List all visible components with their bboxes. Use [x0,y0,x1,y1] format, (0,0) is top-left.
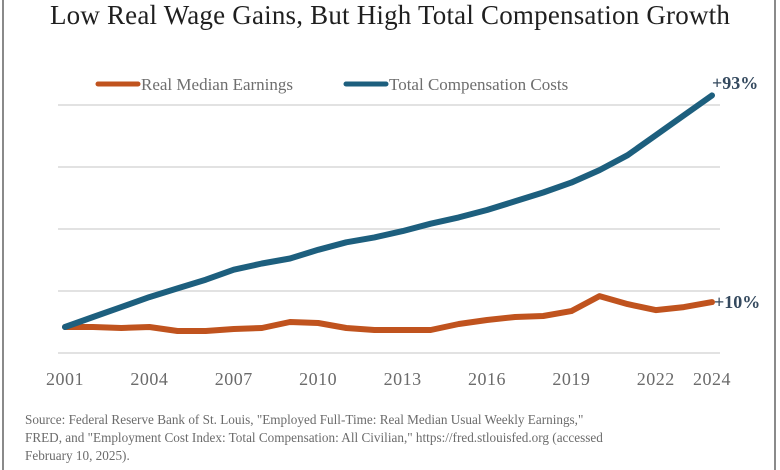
x-tick-label: 2007 [215,369,253,389]
x-tick-label: 2016 [468,369,506,389]
x-tick-label: 2004 [130,369,168,389]
end-label: +93% [712,73,758,93]
x-axis-ticks: 2001 2004 2007 2010 2013 2016 2019 2022 2024 [46,369,731,389]
legend: Real Median Earnings Total Compensation C… [95,75,568,94]
source-line: FRED, and "Employment Cost Index: Total … [25,430,603,445]
series-line [62,293,715,334]
x-tick-label: 2019 [552,369,590,389]
source-note: Source: Federal Reserve Bank of St. Loui… [25,411,775,465]
x-tick-label: 2024 [693,369,731,389]
source-line: February 10, 2025). [25,448,130,463]
series-line [62,92,715,330]
end-label: +10% [714,292,760,312]
chart-title: Low Real Wage Gains, But High Total Comp… [49,0,731,30]
legend-label: Total Compensation Costs [389,75,568,94]
gridlines [58,104,720,354]
source-line: Source: Federal Reserve Bank of St. Loui… [25,412,584,427]
end-labels: +10% +93% [712,73,760,312]
x-tick-label: 2001 [46,369,84,389]
x-tick-label: 2010 [299,369,337,389]
legend-label: Real Median Earnings [141,75,293,94]
x-tick-label: 2022 [637,369,675,389]
series-lines [62,92,715,334]
x-tick-label: 2013 [384,369,422,389]
